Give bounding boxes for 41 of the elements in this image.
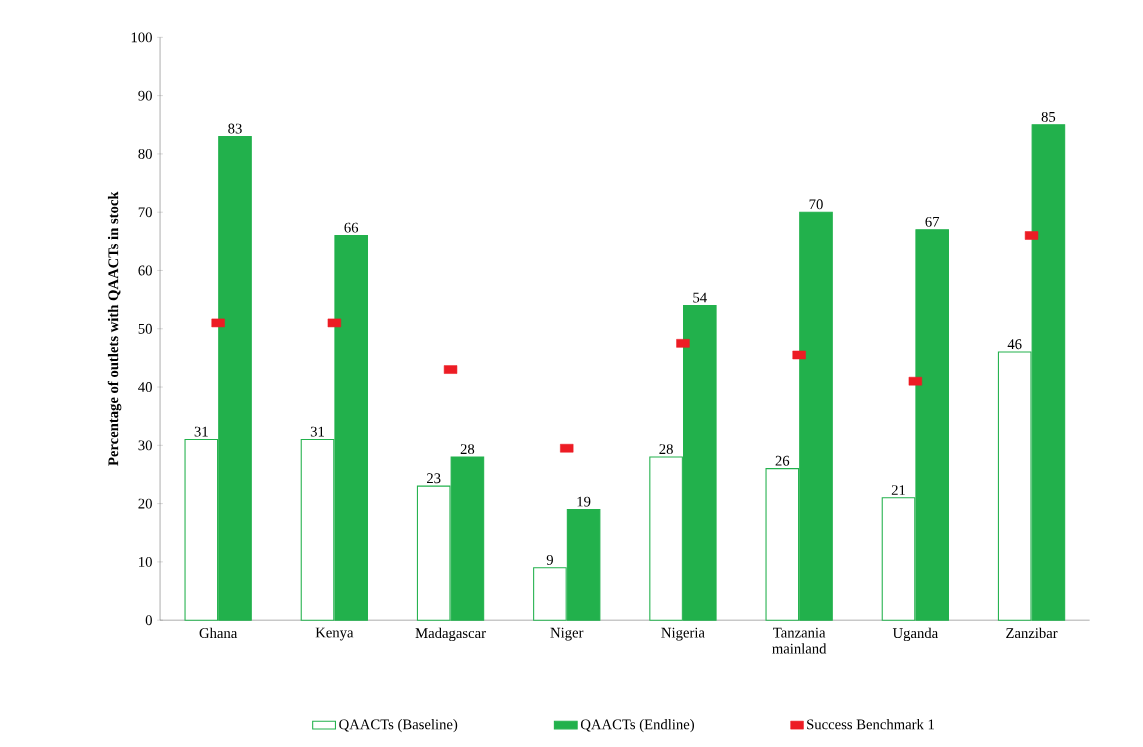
data-label: 70 bbox=[809, 199, 823, 210]
data-label: 28 bbox=[659, 444, 673, 455]
y-tick-label: 100 bbox=[131, 32, 152, 43]
point bbox=[792, 350, 806, 360]
data-label: 46 bbox=[1007, 339, 1022, 350]
y-tick-label: 90 bbox=[138, 90, 152, 101]
y-tick-label: 60 bbox=[138, 265, 152, 276]
data-label: 23 bbox=[427, 473, 441, 484]
x-tick-label: Nigeria bbox=[661, 627, 705, 641]
y-tick-label: 40 bbox=[138, 382, 152, 393]
legend-label: QAACTs (Endline) bbox=[580, 719, 694, 733]
data-label: 19 bbox=[577, 496, 591, 507]
data-label: 85 bbox=[1041, 112, 1056, 122]
y-tick-label: 20 bbox=[138, 498, 152, 509]
legend-label: Success Benchmark 1 bbox=[807, 719, 934, 730]
x-tick-label: Madagascar bbox=[415, 627, 486, 642]
y-tick-label: 80 bbox=[138, 149, 152, 159]
data-label: 83 bbox=[228, 123, 242, 134]
x-tick-label: Kenya bbox=[315, 627, 354, 641]
y-axis-title: Percentage of outlets with QAACTs in stock bbox=[107, 191, 122, 466]
data-label: 28 bbox=[460, 444, 475, 455]
x-tick-label: Uganda bbox=[892, 627, 938, 642]
y-tick-label: 10 bbox=[139, 557, 152, 567]
data-label: 31 bbox=[310, 426, 324, 437]
data-label: 9 bbox=[546, 555, 553, 565]
x-tick-label: Zanzibar bbox=[1006, 627, 1058, 639]
x-tick-label: Niger bbox=[550, 627, 584, 641]
x-tick-label: Ghana bbox=[199, 627, 238, 639]
data-label: 67 bbox=[925, 216, 940, 227]
data-label: 54 bbox=[693, 292, 707, 303]
y-tick-label: 30 bbox=[138, 440, 152, 451]
y-tick-label: 70 bbox=[138, 207, 152, 218]
data-label: 66 bbox=[344, 222, 359, 233]
data-label: 26 bbox=[775, 455, 790, 466]
y-tick-label: 0 bbox=[145, 615, 152, 626]
y-tick-label: 50 bbox=[138, 323, 152, 334]
point bbox=[211, 318, 225, 328]
legend-label: QAACTs (Baseline) bbox=[339, 719, 458, 733]
x-tick-label: Tanzania mainland bbox=[772, 627, 827, 654]
data-label: 31 bbox=[194, 426, 208, 437]
data-label: 21 bbox=[891, 485, 905, 495]
